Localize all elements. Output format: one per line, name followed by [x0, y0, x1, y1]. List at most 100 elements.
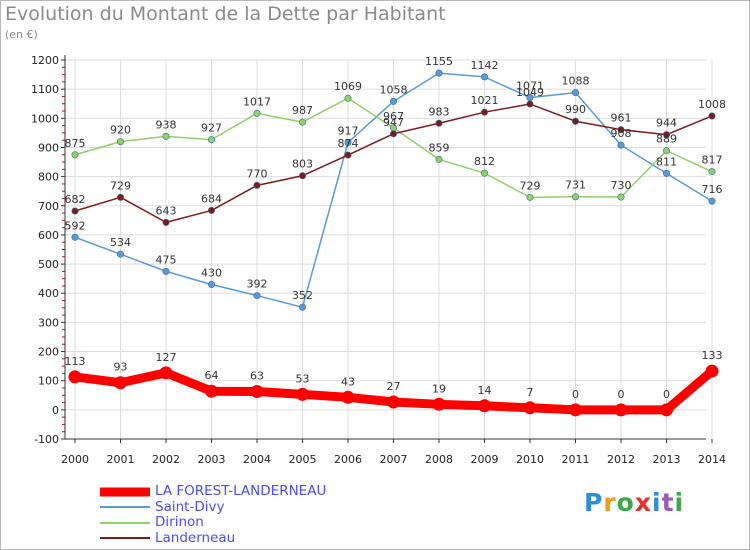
data-label-saint-divy: 1071	[516, 80, 544, 93]
data-point-dirinon	[708, 168, 716, 176]
data-label-saint-divy: 1155	[425, 55, 453, 68]
data-label-dirinon: 859	[429, 141, 450, 154]
data-point-la-forest-landerneau	[114, 376, 127, 390]
data-label-la-forest-landerneau: 0	[572, 388, 579, 401]
y-tick-label: 1100	[31, 83, 59, 96]
data-point-landerneau	[617, 126, 625, 134]
data-point-dirinon	[117, 138, 125, 146]
data-point-landerneau	[480, 108, 488, 116]
y-tick-label: 200	[38, 346, 59, 359]
data-label-saint-divy: 1088	[562, 75, 590, 88]
data-label-landerneau: 874	[338, 137, 359, 150]
y-tick-label: 500	[38, 258, 59, 271]
data-label-saint-divy: 392	[247, 278, 268, 291]
data-label-landerneau: 682	[65, 193, 86, 206]
data-label-landerneau: 1021	[471, 94, 499, 107]
data-label-la-forest-landerneau: 0	[663, 388, 670, 401]
data-labels: 113 93 127 64 63 53 43 27 19 14 7 0 0 0 133 592 534 475 43…	[65, 55, 727, 401]
y-tick-label: 800	[38, 171, 59, 184]
data-point-saint-divy	[344, 139, 352, 147]
data-label-la-forest-landerneau: 127	[156, 351, 177, 364]
data-point-saint-divy	[253, 292, 261, 300]
x-tick-label: 2009	[471, 453, 499, 466]
legend-swatch	[100, 537, 150, 540]
data-point-landerneau	[708, 112, 716, 120]
data-point-dirinon	[344, 94, 352, 102]
data-point-la-forest-landerneau	[341, 390, 355, 404]
data-label-la-forest-landerneau: 43	[341, 375, 355, 388]
data-label-la-forest-landerneau: 14	[478, 384, 492, 397]
legend-label: Saint-Divy	[155, 498, 225, 515]
legend-label: Landerneau	[155, 529, 236, 546]
y-tick-label: 300	[38, 316, 59, 329]
logo-letter: t	[661, 488, 675, 517]
data-point-la-forest-landerneau	[159, 366, 173, 380]
data-point-saint-divy	[480, 73, 488, 81]
logo-letter: o	[616, 488, 635, 517]
y-tick-label: 1200	[31, 54, 59, 67]
data-label-dirinon: 1017	[243, 95, 271, 108]
data-label-landerneau: 944	[656, 117, 677, 130]
legend-label: LA FOREST-LANDERNEAU	[155, 483, 327, 499]
data-label-dirinon: 920	[110, 124, 131, 137]
x-tick-label: 2011	[562, 453, 590, 466]
data-label-dirinon: 987	[292, 104, 313, 117]
data-point-landerneau	[298, 172, 306, 180]
data-label-la-forest-landerneau: 0	[618, 388, 625, 401]
data-point-dirinon	[71, 151, 79, 159]
chart-subtitle: (en €)	[5, 28, 38, 41]
data-point-dirinon	[435, 155, 443, 163]
data-point-saint-divy	[162, 267, 170, 275]
x-tick-label: 2005	[289, 453, 317, 466]
data-label-la-forest-landerneau: 53	[296, 372, 310, 385]
data-label-dirinon: 729	[520, 179, 541, 192]
data-point-saint-divy	[208, 280, 216, 288]
data-label-dirinon: 731	[565, 179, 586, 192]
data-point-landerneau	[435, 119, 443, 127]
data-point-landerneau	[162, 218, 170, 226]
axes: -100010020030040050060070080090010001100…	[31, 54, 726, 466]
data-point-saint-divy	[617, 141, 625, 149]
x-tick-label: 2006	[334, 453, 362, 466]
data-point-la-forest-landerneau	[250, 384, 264, 398]
logo-letter: x	[634, 488, 652, 517]
data-label-saint-divy: 917	[338, 125, 359, 138]
data-label-saint-divy: 811	[656, 155, 677, 168]
y-tick-label: 400	[38, 287, 59, 300]
legend-swatch	[100, 487, 150, 497]
data-label-saint-divy: 592	[65, 219, 86, 232]
data-label-landerneau: 947	[383, 116, 404, 129]
proxiti-logo: Proxiti	[584, 488, 684, 517]
data-point-la-forest-landerneau	[432, 397, 446, 411]
x-tick-label: 2001	[107, 453, 135, 466]
logo-letter: i	[652, 488, 662, 517]
x-tick-label: 2004	[243, 453, 271, 466]
data-label-dirinon: 967	[383, 110, 404, 123]
logo-letter: r	[603, 488, 617, 517]
data-point-dirinon	[480, 169, 488, 177]
data-label-landerneau: 803	[292, 158, 313, 171]
data-point-saint-divy	[662, 169, 670, 177]
data-label-landerneau: 961	[611, 112, 632, 125]
data-point-saint-divy	[71, 233, 79, 241]
data-label-saint-divy: 352	[292, 289, 313, 302]
data-point-saint-divy	[708, 197, 716, 205]
data-label-la-forest-landerneau: 63	[250, 369, 264, 382]
data-label-la-forest-landerneau: 113	[65, 355, 86, 368]
data-point-la-forest-landerneau	[387, 395, 400, 409]
data-point-dirinon	[526, 193, 534, 201]
data-point-saint-divy	[389, 97, 397, 105]
data-point-landerneau	[389, 130, 397, 138]
data-label-saint-divy: 1058	[380, 83, 408, 96]
data-point-la-forest-landerneau	[478, 399, 491, 413]
legend-swatch	[100, 506, 150, 509]
logo-letter: i	[674, 488, 685, 517]
y-tick-label: 900	[38, 141, 59, 154]
data-label-dirinon: 927	[201, 122, 222, 135]
data-point-landerneau	[117, 193, 125, 201]
data-point-la-forest-landerneau	[205, 384, 218, 398]
data-point-saint-divy	[435, 69, 443, 77]
data-label-landerneau: 684	[201, 192, 222, 205]
